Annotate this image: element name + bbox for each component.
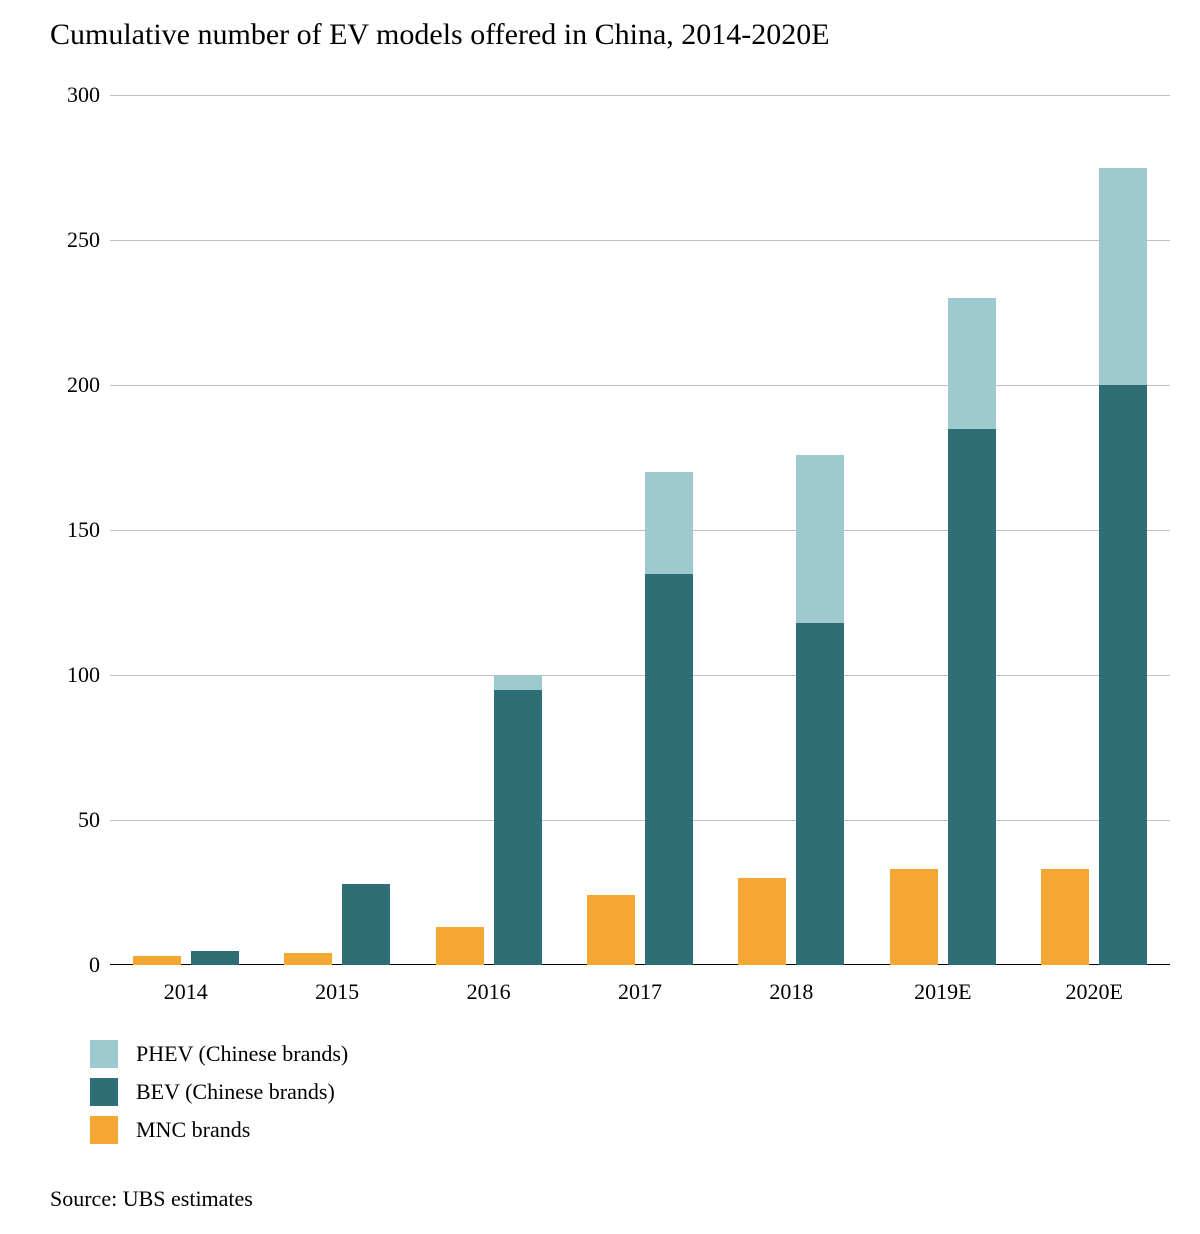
chart-container: Cumulative number of EV models offered i…	[0, 0, 1200, 1234]
y-tick-label: 0	[10, 952, 100, 978]
bar-group	[133, 95, 239, 965]
segment-phev	[494, 675, 542, 690]
segment-bev	[191, 951, 239, 966]
bar-chinese-stack	[342, 884, 390, 965]
legend-swatch	[90, 1116, 118, 1144]
bar-mnc	[284, 953, 332, 965]
y-tick-label: 250	[10, 227, 100, 253]
x-tick-label: 2014	[164, 979, 208, 1005]
bar-group	[1041, 95, 1147, 965]
x-tick-label: 2015	[315, 979, 359, 1005]
x-tick-label: 2019E	[914, 979, 971, 1005]
bar-mnc	[1041, 869, 1089, 965]
bar-chinese-stack	[645, 472, 693, 965]
segment-bev	[645, 574, 693, 966]
segment-bev	[796, 623, 844, 965]
legend-item: MNC brands	[90, 1116, 348, 1144]
bar-group	[890, 95, 996, 965]
legend-swatch	[90, 1040, 118, 1068]
x-tick-label: 2017	[618, 979, 662, 1005]
legend-label: MNC brands	[136, 1117, 250, 1143]
x-tick-label: 2018	[769, 979, 813, 1005]
bar-mnc	[436, 927, 484, 965]
chart-title: Cumulative number of EV models offered i…	[50, 18, 830, 52]
y-tick-label: 200	[10, 372, 100, 398]
legend-label: BEV (Chinese brands)	[136, 1079, 335, 1105]
y-tick-label: 150	[10, 517, 100, 543]
bar-chinese-stack	[796, 455, 844, 965]
plot-area	[110, 95, 1170, 965]
bar-chinese-stack	[1099, 168, 1147, 966]
x-tick-label: 2020E	[1066, 979, 1123, 1005]
y-tick-label: 100	[10, 662, 100, 688]
bar-group	[284, 95, 390, 965]
legend-item: PHEV (Chinese brands)	[90, 1040, 348, 1068]
legend-item: BEV (Chinese brands)	[90, 1078, 348, 1106]
bar-mnc	[133, 956, 181, 965]
segment-bev	[1099, 385, 1147, 965]
bar-group	[436, 95, 542, 965]
segment-phev	[1099, 168, 1147, 386]
bar-group	[587, 95, 693, 965]
bar-mnc	[890, 869, 938, 965]
source-text: Source: UBS estimates	[50, 1186, 253, 1212]
segment-bev	[342, 884, 390, 965]
legend: PHEV (Chinese brands) BEV (Chinese brands…	[90, 1040, 348, 1154]
y-tick-label: 50	[10, 807, 100, 833]
bar-group	[738, 95, 844, 965]
bar-chinese-stack	[191, 951, 239, 966]
legend-swatch	[90, 1078, 118, 1106]
segment-bev	[948, 429, 996, 966]
segment-phev	[796, 455, 844, 623]
segment-phev	[645, 472, 693, 574]
segment-bev	[494, 690, 542, 966]
y-tick-label: 300	[10, 82, 100, 108]
segment-phev	[948, 298, 996, 429]
legend-label: PHEV (Chinese brands)	[136, 1041, 348, 1067]
x-tick-label: 2016	[467, 979, 511, 1005]
bar-mnc	[587, 895, 635, 965]
bar-chinese-stack	[494, 675, 542, 965]
bar-chinese-stack	[948, 298, 996, 965]
bar-mnc	[738, 878, 786, 965]
